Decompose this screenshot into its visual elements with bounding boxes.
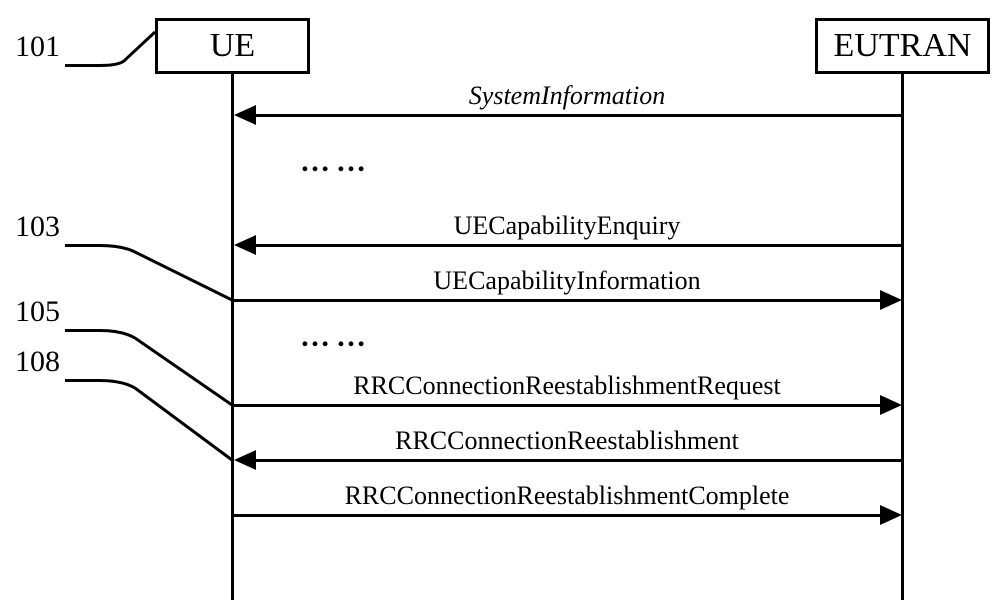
step-108-curve [0,0,1000,605]
sequence-diagram: UE EUTRAN SystemInformation …… UECapabil… [0,0,1000,605]
